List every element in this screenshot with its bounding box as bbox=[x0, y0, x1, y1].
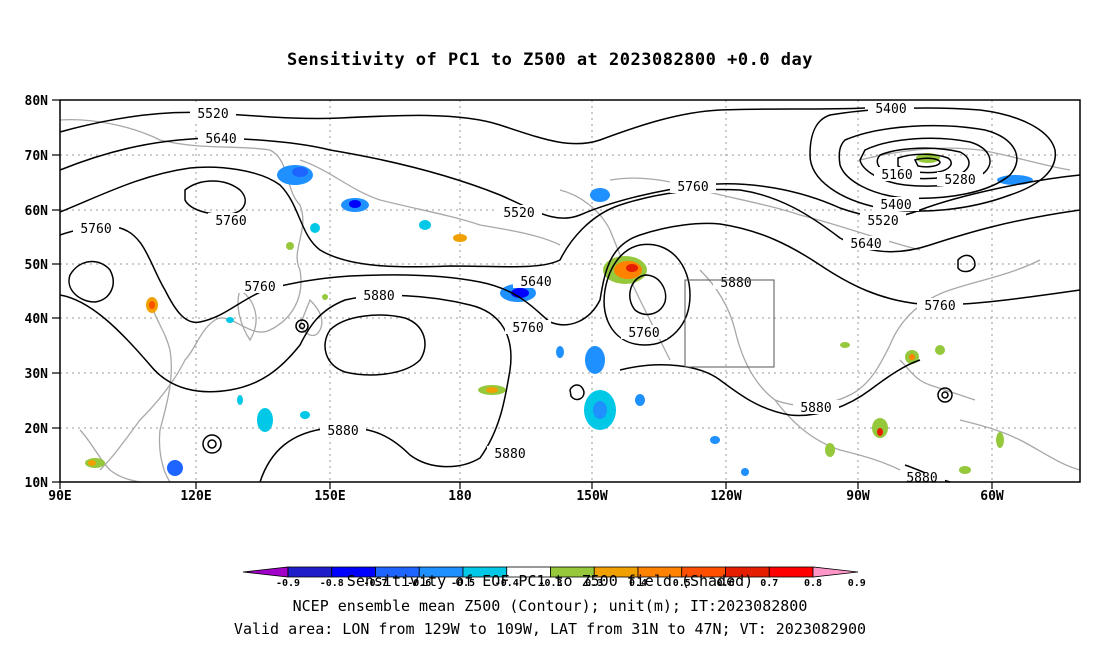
contour-label: 5640 bbox=[205, 132, 236, 147]
colorbar bbox=[242, 566, 859, 578]
y-tick-label: 20N bbox=[25, 422, 49, 437]
contour-label: 5520 bbox=[867, 214, 898, 229]
contour-label: 5640 bbox=[850, 237, 881, 252]
valid-area-box bbox=[684, 279, 775, 368]
x-tick-label: 60W bbox=[980, 489, 1004, 504]
contour-label: 5520 bbox=[503, 206, 534, 221]
x-tick-label: 90W bbox=[846, 489, 870, 504]
colorbar-tick-label: -0.4 bbox=[495, 578, 519, 589]
contour-label: 5520 bbox=[197, 107, 228, 122]
contour-label: 5880 bbox=[363, 289, 394, 304]
colorbar-labels: -0.9 -0.8 -0.7 -0.6 -0.5 -0.4 -0.3 0.3 0.4 0.5 0.6… bbox=[276, 578, 866, 589]
contour-label: 5760 bbox=[244, 280, 275, 295]
footer-valid-area: Valid area: LON from 129W to 109W, LAT f… bbox=[233, 620, 867, 638]
contour-label: 5280 bbox=[944, 173, 975, 188]
colorbar-tick-label: -0.5 bbox=[451, 578, 475, 589]
footer-contour-caption: NCEP ensemble mean Z500 (Contour); unit(… bbox=[292, 597, 808, 615]
contour-label: 5760 bbox=[924, 299, 955, 314]
z500-contours bbox=[59, 107, 1081, 483]
colorbar-tick-label: 0.7 bbox=[760, 578, 778, 589]
contour-label: 5160 bbox=[881, 168, 912, 183]
contour-label: 5880 bbox=[906, 471, 937, 486]
y-tick-label: 60N bbox=[25, 204, 49, 219]
y-tick-label: 30N bbox=[25, 367, 49, 382]
contour-label: 5880 bbox=[800, 401, 831, 416]
contour-label: 5760 bbox=[215, 214, 246, 229]
contour-label: 5880 bbox=[494, 447, 525, 462]
colorbar-tick-label: 0.9 bbox=[848, 578, 866, 589]
contour-label: 5880 bbox=[327, 424, 358, 439]
contour-label: 5400 bbox=[875, 102, 906, 117]
x-tick-label: 150W bbox=[576, 489, 607, 504]
x-tick-label: 90E bbox=[48, 489, 71, 504]
contour-label: 5880 bbox=[720, 276, 751, 291]
grid-lines bbox=[60, 100, 1080, 482]
map-frame bbox=[59, 99, 1081, 483]
y-tick-label: 10N bbox=[25, 476, 49, 491]
contour-label: 5760 bbox=[677, 180, 708, 195]
contour-labels: 5520 5640 5760 5760 5760 5760 5880 5640 … bbox=[73, 101, 983, 486]
contour-label: 5760 bbox=[80, 222, 111, 237]
colorbar-tick-label: 0.8 bbox=[804, 578, 822, 589]
chart-title: Sensitivity of PC1 to Z500 at 2023082800… bbox=[286, 50, 813, 70]
sensitivity-shading bbox=[85, 153, 1033, 476]
contour-label: 5760 bbox=[628, 326, 659, 341]
colorbar-tick-label: 0.5 bbox=[673, 578, 691, 589]
colorbar-tick-label: 0.4 bbox=[629, 578, 647, 589]
colorbar-tick-label: 0.3 bbox=[585, 578, 603, 589]
footer-shading-caption: Sensitivity of EOF PC1 to Z500 field (Sh… bbox=[346, 572, 754, 590]
x-tick-label: 150E bbox=[314, 489, 345, 504]
colorbar-tick-label: -0.6 bbox=[407, 578, 431, 589]
colorbar-tick-label: -0.8 bbox=[320, 578, 344, 589]
y-tick-label: 70N bbox=[25, 149, 49, 164]
colorbar-tick-label: -0.7 bbox=[363, 578, 387, 589]
x-tick-label: 180 bbox=[448, 489, 472, 504]
colorbar-segment bbox=[812, 566, 859, 578]
axis-ticks bbox=[52, 99, 993, 489]
y-tick-label: 50N bbox=[25, 258, 49, 273]
y-tick-label: 40N bbox=[25, 312, 49, 327]
y-tick-label: 80N bbox=[25, 94, 49, 109]
colorbar-tick-label: 0.6 bbox=[716, 578, 734, 589]
x-tick-label: 120E bbox=[180, 489, 211, 504]
contour-label: 5640 bbox=[520, 275, 551, 290]
colorbar-tick-label: -0.9 bbox=[276, 578, 300, 589]
colorbar-tick-label: -0.3 bbox=[538, 578, 562, 589]
x-tick-label: 120W bbox=[710, 489, 741, 504]
contour-label: 5760 bbox=[512, 321, 543, 336]
contour-label: 5400 bbox=[880, 198, 911, 213]
